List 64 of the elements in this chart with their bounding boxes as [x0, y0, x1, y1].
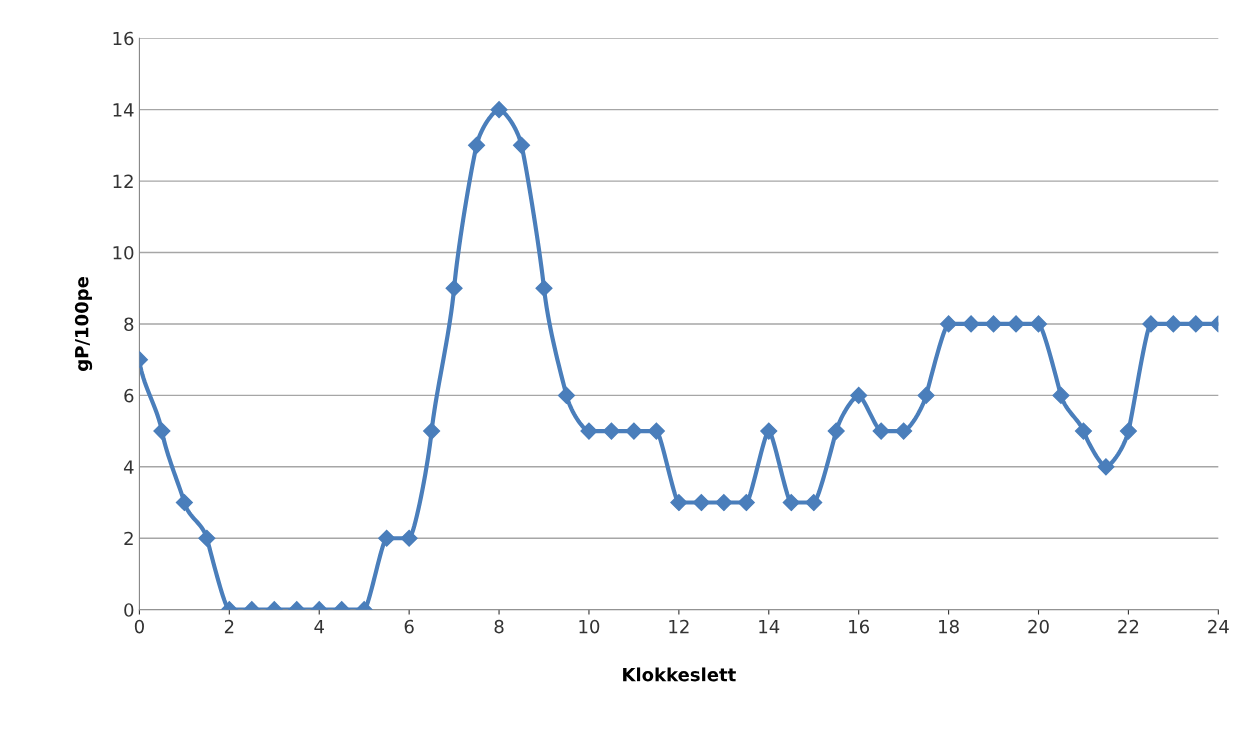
point — [468, 136, 486, 154]
x-tick-label: 20 — [1028, 619, 1049, 634]
point — [760, 422, 778, 440]
point — [895, 422, 913, 440]
point — [805, 493, 823, 512]
point — [827, 422, 845, 440]
point — [1164, 315, 1182, 333]
point — [512, 136, 531, 154]
y-tick-label: 8 — [124, 317, 134, 332]
x-tick-label: 2 — [224, 619, 234, 634]
point — [445, 279, 463, 297]
point — [602, 422, 620, 440]
point — [715, 493, 733, 512]
point — [1119, 422, 1137, 440]
point — [175, 493, 193, 512]
x-tick-label: 16 — [849, 619, 870, 634]
x-tick-label: 24 — [1208, 619, 1229, 634]
point — [1074, 422, 1093, 440]
x-tick-label: 18 — [939, 619, 959, 634]
point — [490, 101, 508, 119]
point — [1007, 315, 1025, 333]
point — [782, 493, 800, 512]
point — [625, 422, 643, 440]
y-tick-label: 6 — [124, 388, 134, 403]
y-tick-label: 12 — [113, 174, 133, 188]
y-axis-title: gP/100pe — [74, 277, 93, 371]
x-tick-label: 14 — [759, 619, 780, 634]
x-tick-label: 12 — [669, 619, 689, 634]
x-axis-title: Klokkeslett — [623, 667, 736, 682]
point — [1097, 458, 1115, 476]
point — [557, 386, 576, 404]
point — [198, 529, 216, 547]
x-tick-label: 8 — [494, 619, 504, 634]
y-tick-label: 16 — [113, 31, 134, 46]
point — [1052, 386, 1070, 404]
x-tick-label: 6 — [404, 619, 414, 634]
y-tick-label: 4 — [123, 460, 134, 474]
point — [423, 422, 441, 440]
point — [153, 422, 171, 440]
x-tick-label: 10 — [579, 619, 600, 634]
point — [850, 386, 868, 404]
x-tick-label: 0 — [134, 619, 144, 634]
point — [647, 422, 665, 440]
point — [670, 493, 688, 512]
point — [400, 529, 418, 547]
point — [917, 386, 935, 404]
point — [940, 315, 958, 333]
point — [580, 422, 598, 440]
point — [962, 315, 980, 333]
point — [378, 529, 396, 547]
point — [535, 279, 553, 297]
point — [872, 422, 890, 440]
point — [1142, 315, 1160, 333]
y-tick-label: 0 — [124, 603, 134, 617]
point — [984, 315, 1003, 333]
x-tick-label: 22 — [1118, 619, 1139, 634]
y-tick-label: 10 — [113, 245, 134, 260]
y-tick-label: 14 — [113, 103, 134, 117]
point — [1187, 315, 1205, 333]
x-tick-label: 4 — [314, 619, 324, 634]
point — [1029, 315, 1048, 333]
y-tick-label: 2 — [124, 531, 133, 546]
point — [692, 493, 710, 512]
point — [737, 493, 755, 512]
